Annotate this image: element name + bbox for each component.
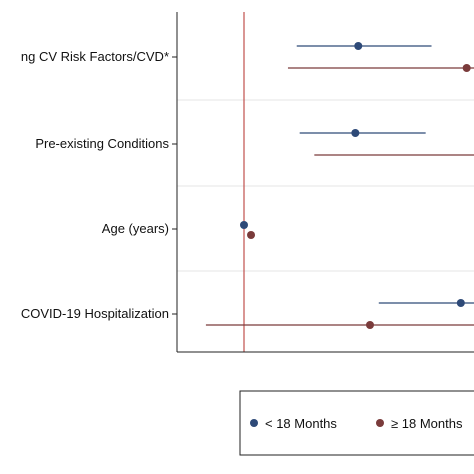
y-tick-label: Pre-existing Conditions — [35, 136, 169, 151]
point-estimate — [247, 231, 256, 239]
point-estimate — [456, 299, 465, 307]
point-estimate — [462, 64, 471, 72]
point-estimate — [365, 321, 374, 329]
legend-label: ≥ 18 Months — [391, 416, 463, 431]
legend-box — [239, 390, 474, 456]
legend-marker — [376, 419, 384, 427]
grid-lines — [177, 99, 474, 272]
point-estimate — [240, 221, 248, 229]
legend-label: < 18 Months — [265, 416, 337, 431]
point-estimate — [354, 42, 363, 50]
data-marks — [205, 42, 474, 329]
axes — [176, 12, 474, 353]
legend: < 18 Months ≥ 18 Months — [239, 390, 474, 456]
y-tick-label: COVID-19 Hospitalization — [21, 306, 169, 321]
point-estimate — [351, 129, 360, 137]
legend-marker — [250, 419, 258, 427]
y-tick-label: ng CV Risk Factors/CVD* — [21, 49, 169, 64]
y-tick-label: Age (years) — [102, 221, 169, 236]
y-axis-labels: ng CV Risk Factors/CVD* Pre-existing Cond… — [21, 49, 177, 321]
